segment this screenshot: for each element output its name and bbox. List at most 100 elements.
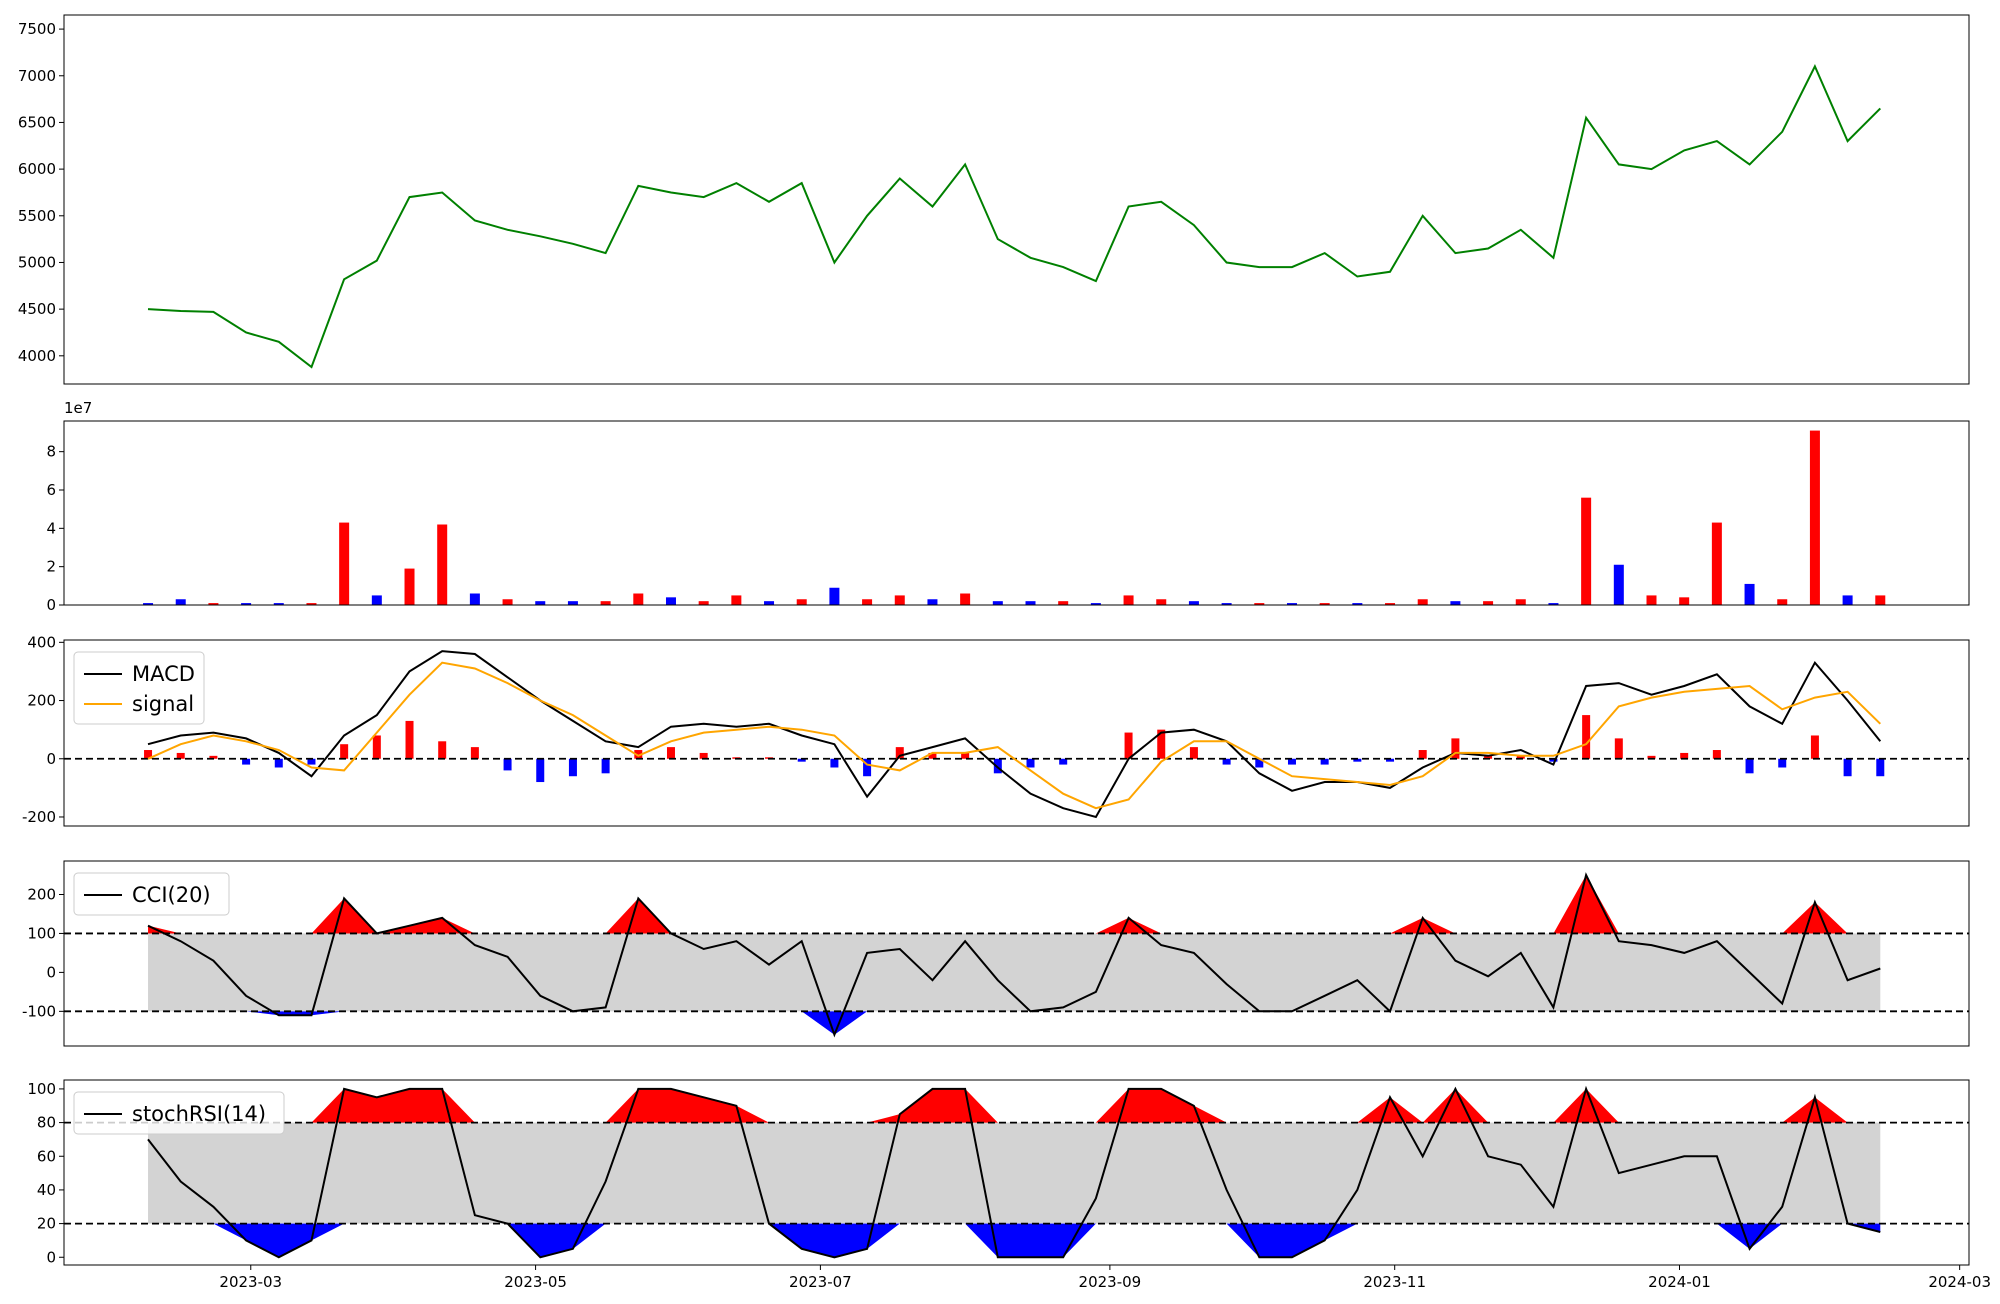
histogram-bar xyxy=(1745,758,1754,774)
y-tick-label: 4000 xyxy=(18,347,56,365)
volume-bar xyxy=(665,597,676,605)
histogram-bar xyxy=(1778,758,1787,768)
oversold-fill xyxy=(148,1011,1881,1035)
volume-bar xyxy=(862,599,873,605)
volume-bar xyxy=(273,603,284,605)
histogram-bar xyxy=(274,758,283,768)
histogram-bar xyxy=(242,758,251,765)
y-tick-label: 7000 xyxy=(18,67,56,85)
histogram-bar xyxy=(1712,750,1721,759)
axes-frame xyxy=(63,14,1970,385)
volume-bar xyxy=(1025,601,1036,605)
histogram-bar xyxy=(863,758,872,777)
x-tick-label: 2024-01 xyxy=(1648,1273,1711,1291)
y-tick-label: 6 xyxy=(46,481,56,499)
legend-label: signal xyxy=(132,692,194,716)
volume-bar xyxy=(208,603,219,605)
histogram-bar xyxy=(1026,758,1035,768)
volume-bar xyxy=(1875,595,1886,605)
volume-bar xyxy=(796,599,807,605)
y-tick-label: -100 xyxy=(22,1002,56,1020)
histogram-bar xyxy=(961,752,970,759)
x-tick-label: 2024-03 xyxy=(1928,1273,1991,1291)
volume-bar xyxy=(241,603,252,605)
volume-bar xyxy=(1058,601,1069,605)
histogram-bar xyxy=(1647,755,1656,759)
volume-bar xyxy=(698,601,709,605)
histogram-bar xyxy=(1876,758,1885,777)
volume-bar xyxy=(469,593,480,605)
histogram-bar xyxy=(699,752,708,759)
y-tick-label: 200 xyxy=(27,692,56,710)
y-tick-label: 6500 xyxy=(18,113,56,131)
histogram-bar xyxy=(405,720,414,759)
axes-frame xyxy=(63,420,1970,606)
volume-bar xyxy=(1777,599,1788,605)
volume-bar xyxy=(1319,603,1330,605)
histogram-bar xyxy=(1287,758,1296,765)
y-tick-label: 0 xyxy=(46,750,56,768)
y-tick-label: 400 xyxy=(27,633,56,651)
overbought-fill xyxy=(148,875,1881,934)
volume-bar xyxy=(175,599,186,605)
histogram-bar xyxy=(1614,738,1623,759)
y-tick-label: 6000 xyxy=(18,160,56,178)
y-tick-label: 2 xyxy=(46,558,56,576)
volume-bar xyxy=(1417,599,1428,605)
histogram-bar xyxy=(568,758,577,777)
volume-bar xyxy=(960,593,971,605)
histogram-bar xyxy=(1549,758,1558,762)
y-tick-label: 4500 xyxy=(18,300,56,318)
volume-bar xyxy=(1450,601,1461,605)
histogram-bar xyxy=(1255,758,1264,768)
x-tick-label: 2023-05 xyxy=(504,1273,567,1291)
volume-bar xyxy=(1090,603,1101,605)
volume-bar xyxy=(1221,603,1232,605)
y-tick-label: 5000 xyxy=(18,253,56,271)
y-tick-label: 5500 xyxy=(18,207,56,225)
y-tick-label: 100 xyxy=(27,1080,56,1098)
histogram-bar xyxy=(1059,758,1068,765)
x-tick-label: 2023-03 xyxy=(219,1273,282,1291)
oversold-fill xyxy=(148,1223,1881,1258)
volume-bar xyxy=(1711,522,1722,605)
volume-bar xyxy=(764,601,775,605)
histogram-bar xyxy=(1843,758,1852,777)
volume-bar xyxy=(502,599,513,605)
volume-bar xyxy=(633,593,644,605)
histogram-bar xyxy=(1222,758,1231,765)
histogram-bar xyxy=(307,758,316,765)
axes-frame xyxy=(63,860,1970,1047)
volume-bar xyxy=(731,595,742,605)
volume-bar xyxy=(535,601,546,605)
neutral-band xyxy=(148,933,1881,1012)
legend-label: MACD xyxy=(132,662,195,686)
volume-bar xyxy=(1646,595,1657,605)
axes-frame xyxy=(63,639,1970,827)
volume-bar xyxy=(143,603,154,605)
volume-bar xyxy=(1548,603,1559,605)
volume-bar xyxy=(1188,601,1199,605)
y-tick-label: 7500 xyxy=(18,20,56,38)
x-tick-label: 2023-07 xyxy=(789,1273,852,1291)
line-series xyxy=(147,872,1881,1038)
histogram-bar xyxy=(1320,758,1329,765)
histogram-bar xyxy=(1810,735,1819,759)
volume-bar xyxy=(927,599,938,605)
volume-bar xyxy=(1842,595,1853,605)
legend-label: CCI(20) xyxy=(132,883,211,907)
legend-label: stochRSI(14) xyxy=(132,1102,266,1126)
histogram-bar xyxy=(1124,732,1133,759)
volume-bar xyxy=(1581,497,1592,605)
histogram-bar xyxy=(1189,747,1198,759)
y-tick-label: 0 xyxy=(46,596,56,614)
volume-bar xyxy=(371,595,382,605)
histogram-bar xyxy=(209,755,218,759)
y-tick-label: 60 xyxy=(37,1147,56,1165)
volume-bar xyxy=(567,601,578,605)
y-tick-label: 4 xyxy=(46,519,56,537)
histogram-bar xyxy=(1451,738,1460,759)
y-tick-label: -200 xyxy=(22,808,56,826)
histogram-bar xyxy=(1484,755,1493,759)
